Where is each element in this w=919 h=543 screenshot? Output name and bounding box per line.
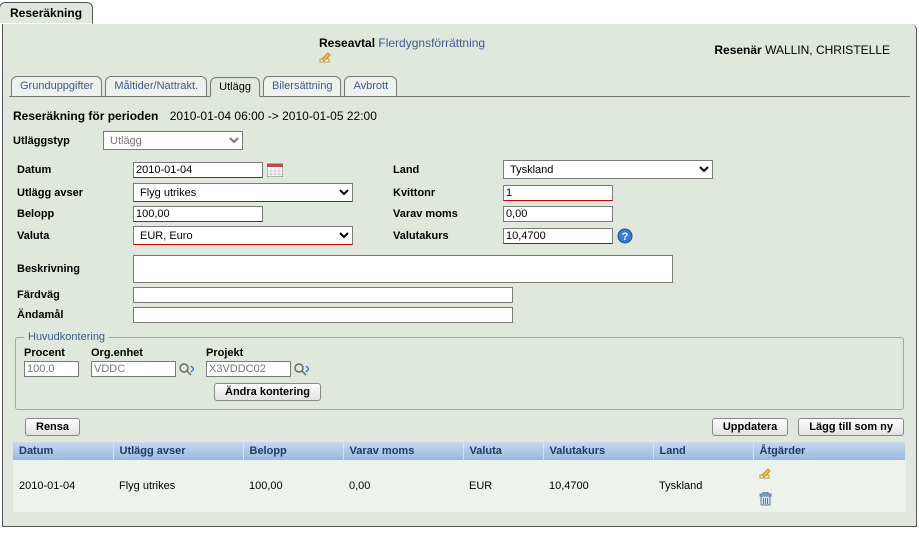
datum-label: Datum (13, 164, 133, 176)
fardvag-label: Färdväg (13, 289, 133, 301)
beskrivning-label: Beskrivning (13, 263, 133, 275)
rensa-button[interactable]: Rensa (25, 418, 80, 436)
row-edit-icon[interactable] (759, 466, 900, 480)
utlaggstyp-label: Utläggstyp (13, 135, 103, 147)
help-icon[interactable]: ? (617, 228, 633, 244)
edit-icon[interactable] (319, 50, 485, 64)
form-section: Reseräkning för perioden 2010-01-04 06:0… (9, 97, 910, 520)
datum-input[interactable] (133, 162, 263, 178)
lagg-till-button[interactable]: Lägg till som ny (798, 418, 904, 436)
grid-row[interactable]: 2010-01-04 Flyg utrikes 100,00 0,00 EUR … (13, 460, 906, 512)
kvittonr-label: Kvittonr (393, 187, 503, 199)
row-delete-icon[interactable] (759, 492, 900, 506)
col-valutakurs[interactable]: Valutakurs (543, 442, 653, 460)
utlaggstyp-select[interactable]: Utlägg (103, 131, 243, 150)
cell-valutakurs: 10,4700 (543, 460, 653, 512)
tab-bilersattning[interactable]: Bilersättning (263, 76, 342, 96)
calendar-icon[interactable] (267, 162, 283, 177)
beskrivning-textarea[interactable] (133, 255, 673, 283)
cell-varav-moms: 0,00 (343, 460, 463, 512)
projekt-input (206, 361, 291, 377)
expense-grid: Datum Utlägg avser Belopp Varav moms Val… (13, 442, 906, 512)
orgenhet-label: Org.enhet (91, 347, 194, 359)
col-varav-moms[interactable]: Varav moms (343, 442, 463, 460)
cell-belopp: 100,00 (243, 460, 343, 512)
procent-label: Procent (24, 347, 79, 359)
period-line: Reseräkning för perioden 2010-01-04 06:0… (13, 105, 906, 131)
valutakurs-input[interactable] (503, 228, 613, 244)
projekt-label: Projekt (206, 347, 309, 359)
col-land[interactable]: Land (653, 442, 753, 460)
utlagg-avser-select[interactable]: Flyg utrikes (133, 183, 353, 202)
utlagg-avser-label: Utlägg avser (13, 187, 133, 199)
search-icon[interactable] (293, 362, 309, 376)
period-value: 2010-01-04 06:00 -> 2010-01-05 22:00 (170, 109, 377, 123)
andamal-input[interactable] (133, 307, 513, 323)
svg-text:?: ? (622, 231, 629, 243)
orgenhet-input (91, 361, 176, 377)
tab-grunduppgifter[interactable]: Grunduppgifter (11, 76, 102, 96)
land-label: Land (393, 164, 503, 176)
huvudkontering-legend: Huvudkontering (24, 331, 109, 343)
main-panel: Reseavtal Flerdygnsförrättning Resenär W… (2, 24, 917, 527)
search-icon[interactable] (178, 362, 194, 376)
valuta-label: Valuta (13, 230, 133, 242)
resenar-label: Resenär (714, 43, 761, 57)
procent-input (24, 361, 79, 377)
tab-maltider[interactable]: Måltider/Nattrakt. (105, 76, 207, 96)
period-label: Reseräkning för perioden (13, 109, 158, 123)
resenar-block: Resenär WALLIN, CHRISTELLE (714, 43, 890, 57)
uppdatera-button[interactable]: Uppdatera (712, 418, 788, 436)
col-valuta[interactable]: Valuta (463, 442, 543, 460)
fardvag-input[interactable] (133, 287, 513, 303)
cell-utlagg-avser: Flyg utrikes (113, 460, 243, 512)
col-datum[interactable]: Datum (13, 442, 113, 460)
resenar-value: WALLIN, CHRISTELLE (765, 43, 890, 57)
tab-utlagg[interactable]: Utlägg (210, 77, 260, 97)
col-atgarder[interactable]: Åtgärder (753, 442, 906, 460)
cell-datum: 2010-01-04 (13, 460, 113, 512)
varav-moms-label: Varav moms (393, 208, 503, 220)
cell-actions (753, 460, 906, 512)
reseavtal-block: Reseavtal Flerdygnsförrättning (319, 36, 485, 64)
grid-header-row: Datum Utlägg avser Belopp Varav moms Val… (13, 442, 906, 460)
varav-moms-input[interactable] (503, 206, 613, 222)
valutakurs-label: Valutakurs (393, 230, 503, 242)
andra-kontering-button[interactable]: Ändra kontering (214, 383, 321, 401)
land-select[interactable]: Tyskland (503, 160, 713, 179)
sub-tabs: Grunduppgifter Måltider/Nattrakt. Utlägg… (9, 76, 910, 97)
col-utlagg-avser[interactable]: Utlägg avser (113, 442, 243, 460)
kvittonr-input[interactable] (503, 185, 613, 201)
action-bar: Rensa Uppdatera Lägg till som ny (13, 414, 906, 440)
cell-valuta: EUR (463, 460, 543, 512)
col-belopp[interactable]: Belopp (243, 442, 343, 460)
reseavtal-value[interactable]: Flerdygnsförrättning (378, 36, 485, 50)
andamal-label: Ändamål (13, 309, 133, 321)
reseavtal-label: Reseavtal (319, 36, 375, 50)
valuta-select[interactable]: EUR, Euro (133, 226, 353, 245)
cell-land: Tyskland (653, 460, 753, 512)
main-tab-label: Reseräkning (0, 2, 93, 24)
belopp-label: Belopp (13, 208, 133, 220)
utlaggstyp-row: Utläggstyp Utlägg (13, 131, 906, 150)
huvudkontering-fieldset: Huvudkontering Procent Org.enhet (15, 331, 904, 410)
belopp-input[interactable] (133, 206, 263, 222)
tab-avbrott[interactable]: Avbrott (344, 76, 397, 96)
top-info: Reseavtal Flerdygnsförrättning Resenär W… (9, 30, 910, 76)
